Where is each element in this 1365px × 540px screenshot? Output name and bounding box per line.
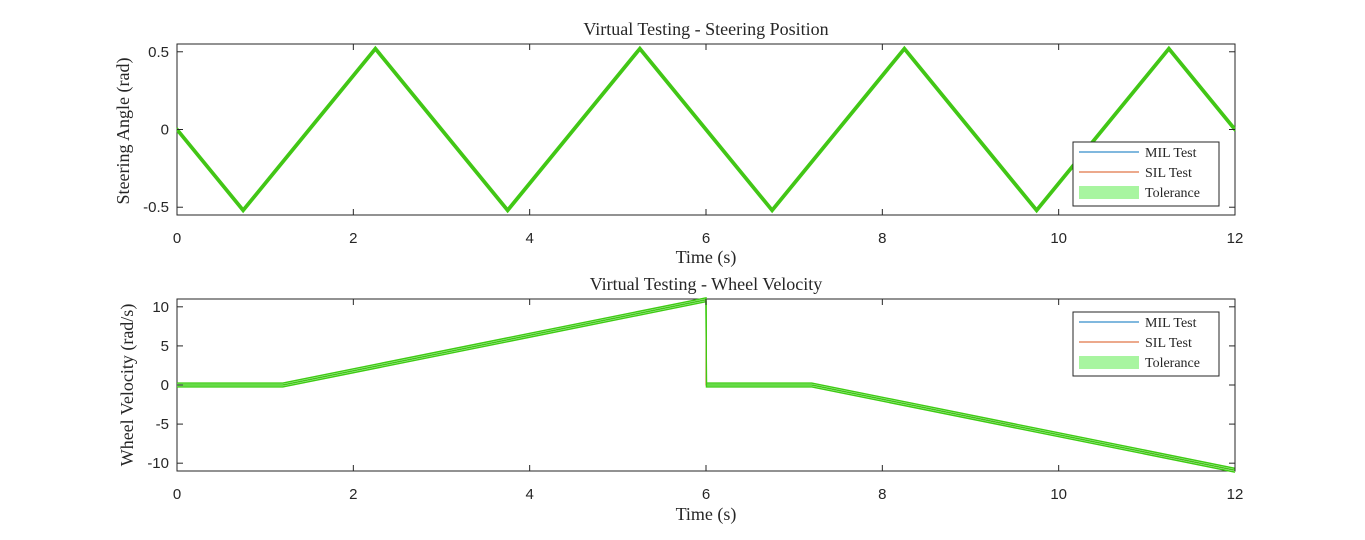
steering-axes: Virtual Testing - Steering Position Time…: [113, 19, 1243, 268]
wheel-y-tick-label: 0: [161, 377, 169, 394]
wheel-legend-tolerance-label: Tolerance: [1145, 356, 1200, 371]
steering-tolerance-upper-edge: [176, 45, 1236, 210]
wheel-legend: MIL Test SIL Test Tolerance: [1072, 311, 1220, 377]
wheel-y-axis-label: Wheel Velocity (rad/s): [117, 304, 138, 467]
wheel-x-tick-label: 8: [878, 486, 886, 503]
wheel-chart-title: Virtual Testing - Wheel Velocity: [590, 274, 823, 294]
steering-x-tick-label: 4: [525, 230, 533, 247]
wheel-legend-tolerance-swatch: [1079, 356, 1139, 369]
steering-y-tick-label: 0: [161, 122, 169, 139]
wheel-y-tick-label: -5: [156, 416, 169, 433]
wheel-legend-mil-label: MIL Test: [1145, 316, 1197, 331]
steering-tolerance-center-line: [176, 47, 1236, 212]
wheel-x-tick-label: 10: [1050, 486, 1067, 503]
wheel-velocity-axes: Virtual Testing - Wheel Velocity Time (s…: [117, 274, 1243, 525]
wheel-x-tick-label: 6: [702, 486, 710, 503]
wheel-x-tick-label: 0: [173, 486, 181, 503]
steering-legend-tolerance-swatch: [1079, 186, 1139, 199]
wheel-tolerance-center-line: [177, 299, 1236, 471]
steering-x-tick-label: 0: [173, 230, 181, 247]
wheel-y-tick-label: -10: [147, 455, 169, 472]
steering-legend-sil-label: SIL Test: [1145, 166, 1192, 181]
steering-y-axis-label: Steering Angle (rad): [113, 58, 134, 205]
wheel-plot-area: 0 2 4 6 8 10 12 10 5 0 -5 -10: [147, 296, 1244, 503]
steering-chart-title: Virtual Testing - Steering Position: [583, 19, 828, 39]
wheel-x-axis-label: Time (s): [676, 504, 737, 525]
wheel-x-tick-label: 2: [349, 486, 357, 503]
wheel-x-tick-label: 12: [1227, 486, 1244, 503]
steering-x-tick-label: 8: [878, 230, 886, 247]
steering-tolerance-lower-edge: [176, 49, 1236, 214]
steering-x-tick-label: 10: [1050, 230, 1067, 247]
steering-x-tick-label: 2: [349, 230, 357, 247]
steering-legend: MIL Test SIL Test Tolerance: [1072, 141, 1220, 207]
steering-x-tick-label: 6: [702, 230, 710, 247]
wheel-y-tick-label: 5: [161, 338, 169, 355]
wheel-x-tick-label: 4: [525, 486, 533, 503]
steering-y-tick-label: -0.5: [143, 199, 169, 216]
steering-y-tick-label: 0.5: [148, 44, 169, 61]
steering-x-axis-label: Time (s): [676, 247, 737, 268]
wheel-y-tick-label: 10: [152, 299, 169, 316]
steering-legend-tolerance-label: Tolerance: [1145, 186, 1200, 201]
wheel-legend-sil-label: SIL Test: [1145, 336, 1192, 351]
steering-plot-area: 0 2 4 6 8 10 120.50-0.5: [143, 43, 1244, 247]
steering-legend-mil-label: MIL Test: [1145, 146, 1197, 161]
steering-x-tick-label: 12: [1227, 230, 1244, 247]
